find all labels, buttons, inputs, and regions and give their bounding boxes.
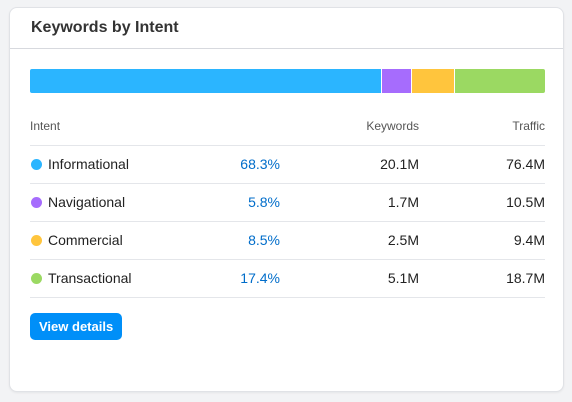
column-header-traffic[interactable]: Traffic xyxy=(512,119,545,133)
commercial-color-dot xyxy=(31,235,42,246)
view-details-button[interactable]: View details xyxy=(30,313,123,340)
bar-segment-commercial[interactable] xyxy=(411,69,456,93)
table-row-navigational: Navigational 5.8% 1.7M 10.5M xyxy=(30,183,545,221)
table-header: Intent Keywords Traffic xyxy=(30,114,545,146)
table-row-informational: Informational 68.3% 20.1M 76.4M xyxy=(30,145,545,183)
bar-segment-navigational[interactable] xyxy=(381,69,412,93)
keywords-by-intent-widget: Keywords by Intent Intent Keywords Traff… xyxy=(9,7,564,392)
informational-color-dot xyxy=(31,159,42,170)
keywords-count: 20.1M xyxy=(380,156,419,172)
table-row-commercial: Commercial 8.5% 2.5M 9.4M xyxy=(30,221,545,259)
column-header-intent: Intent xyxy=(30,119,61,133)
intent-distribution-bar xyxy=(30,69,545,93)
traffic-value: 76.4M xyxy=(506,156,545,172)
keywords-count: 2.5M xyxy=(387,232,419,248)
traffic-value: 10.5M xyxy=(506,194,545,210)
intent-share-link[interactable]: 5.8% xyxy=(248,194,280,210)
intent-name: Commercial xyxy=(48,232,123,248)
intent-share-link[interactable]: 68.3% xyxy=(240,156,280,172)
widget-header: Keywords by Intent xyxy=(10,8,563,49)
traffic-value: 9.4M xyxy=(513,232,545,248)
traffic-value: 18.7M xyxy=(506,270,545,286)
keywords-count: 5.1M xyxy=(387,270,419,286)
column-header-keywords[interactable]: Keywords xyxy=(366,119,419,133)
intent-name: Transactional xyxy=(48,270,132,286)
intent-name: Navigational xyxy=(48,194,126,210)
intent-share-link[interactable]: 8.5% xyxy=(248,232,280,248)
bar-segment-informational[interactable] xyxy=(30,69,382,93)
keywords-count: 1.7M xyxy=(387,194,419,210)
bar-segment-transactional[interactable] xyxy=(455,69,545,93)
widget-title: Keywords by Intent xyxy=(31,18,179,36)
navigational-color-dot xyxy=(31,197,42,208)
intent-share-link[interactable]: 17.4% xyxy=(240,270,280,286)
transactional-color-dot xyxy=(31,273,42,284)
intent-name: Informational xyxy=(48,156,129,172)
table-row-transactional: Transactional 17.4% 5.1M 18.7M xyxy=(30,259,545,298)
intent-table-body: Informational 68.3% 20.1M 76.4M Navigati… xyxy=(30,145,545,298)
